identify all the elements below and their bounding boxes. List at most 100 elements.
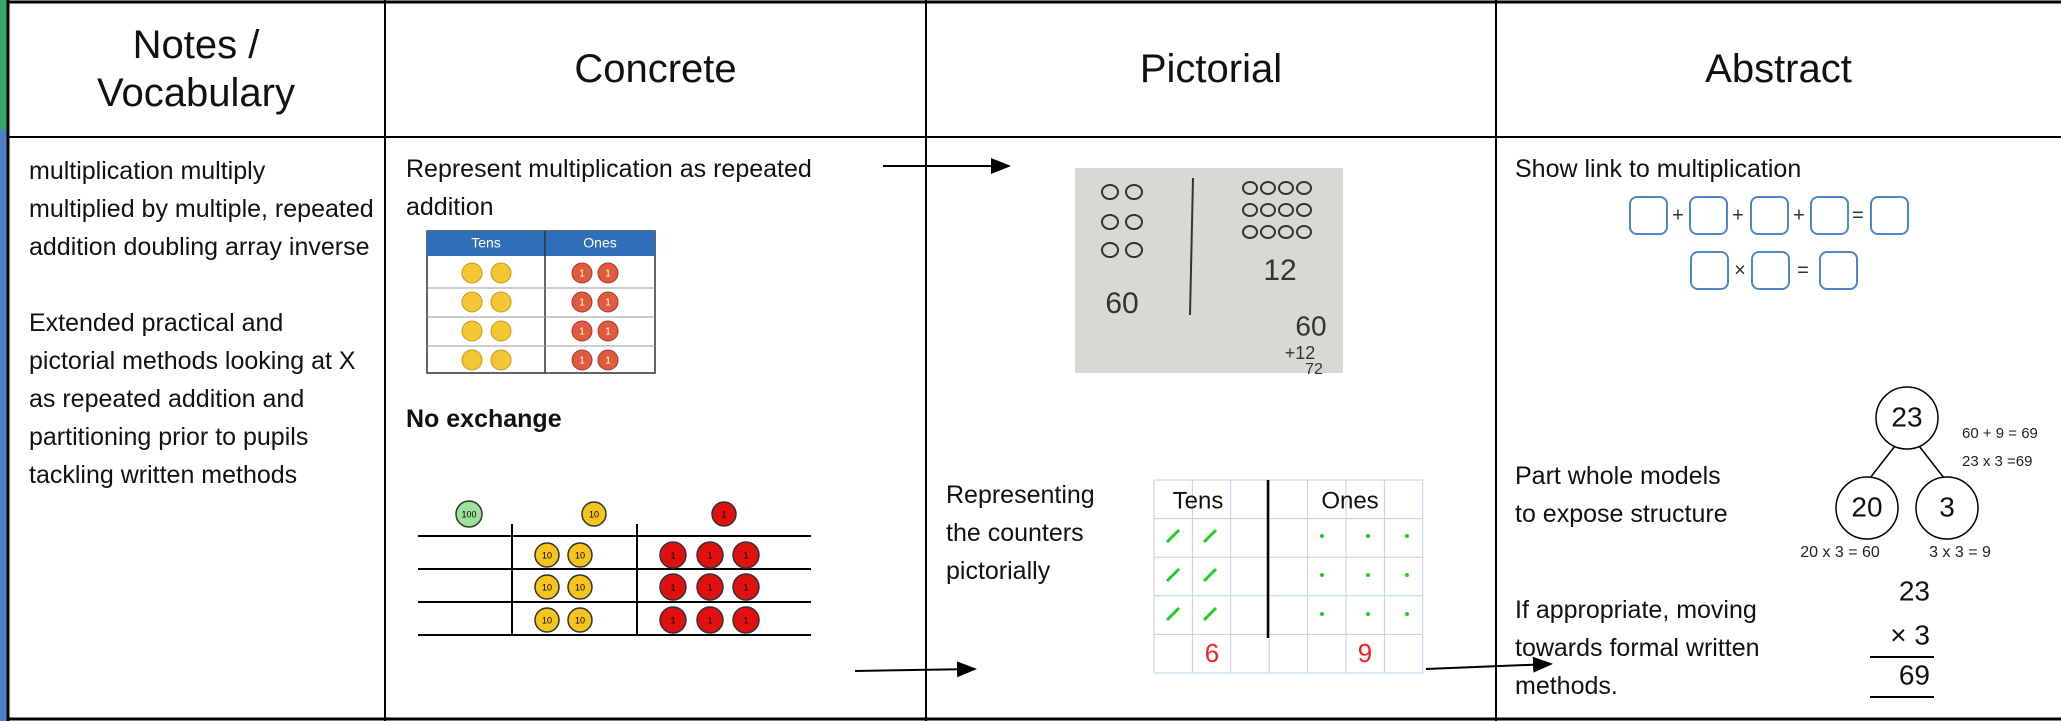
label: 69 <box>1899 659 1930 690</box>
box <box>1810 196 1849 235</box>
drawn-counter <box>1278 181 1294 195</box>
drawn-counter <box>1260 181 1276 195</box>
counter <box>659 541 687 569</box>
dot <box>1405 534 1409 538</box>
counter <box>455 500 483 528</box>
label: 1 <box>579 327 585 338</box>
label: 1 <box>707 582 712 592</box>
counter <box>490 291 512 313</box>
label: + <box>1793 204 1805 226</box>
box <box>1689 196 1728 235</box>
counter <box>534 574 560 600</box>
label: 20 <box>1851 491 1882 522</box>
box <box>1750 196 1789 235</box>
counter <box>732 541 760 569</box>
caption: Representing the counters pictorially <box>946 481 1095 585</box>
label: 1 <box>605 356 611 367</box>
node <box>1875 386 1939 450</box>
counter <box>696 541 724 569</box>
counter <box>534 542 560 568</box>
label: Ones <box>1321 487 1378 514</box>
counter <box>461 349 483 371</box>
counter <box>597 291 619 313</box>
label: 1 <box>707 615 712 625</box>
drawn-counter <box>1296 203 1312 217</box>
line <box>1869 445 1896 479</box>
header-text: Pictorial <box>1139 46 1283 91</box>
label: 1 <box>605 269 611 280</box>
counter <box>490 320 512 342</box>
box <box>1819 251 1858 290</box>
drawn-counter <box>1101 242 1119 258</box>
label: 60 <box>1295 310 1326 341</box>
label: 1 <box>743 550 748 560</box>
counter <box>571 349 593 371</box>
header-text: Abstract <box>1705 46 1852 91</box>
counter <box>597 320 619 342</box>
label: 10 <box>575 550 585 560</box>
label: 10 <box>575 615 585 625</box>
counter <box>571 320 593 342</box>
header-cell: Notes / Vocabulary <box>7 0 385 137</box>
label: Tens <box>471 235 501 251</box>
label: 10 <box>542 582 552 592</box>
label: 23 <box>1899 575 1930 606</box>
subheading: No exchange <box>406 405 562 433</box>
drawn-counter <box>1125 184 1143 200</box>
dot <box>1366 573 1370 577</box>
counter <box>659 606 687 634</box>
dot <box>1366 612 1370 616</box>
label: 1 <box>670 615 675 625</box>
caption: If appropriate, moving towards formal wr… <box>1515 596 1760 700</box>
counter <box>490 349 512 371</box>
label: 60 <box>1105 287 1138 320</box>
box <box>1870 196 1909 235</box>
drawn-counter <box>1125 242 1143 258</box>
label: = <box>1852 204 1864 226</box>
label: 1 <box>579 298 585 309</box>
label: 1 <box>579 269 585 280</box>
label: 23 x 3 =69 <box>1962 453 2032 470</box>
pv-header <box>427 231 655 256</box>
label: 10 <box>575 582 585 592</box>
counter <box>567 574 593 600</box>
counter <box>597 349 619 371</box>
drawn-counter <box>1296 225 1312 239</box>
counter <box>534 607 560 633</box>
drawn-counter <box>1260 225 1276 239</box>
label: 100 <box>461 509 476 519</box>
label: 1 <box>670 582 675 592</box>
label: + <box>1672 204 1684 226</box>
box <box>1690 251 1729 290</box>
photo <box>1075 168 1343 373</box>
drawn-counter <box>1242 203 1258 217</box>
counter <box>696 573 724 601</box>
header-cell: Abstract <box>1496 0 2061 137</box>
notes: multiplication multiply multiplied by mu… <box>29 152 374 532</box>
label: 1 <box>743 582 748 592</box>
label: Ones <box>583 235 616 251</box>
counter <box>659 573 687 601</box>
label: 20 x 3 = 60 <box>1800 544 1880 561</box>
label: 1 <box>707 550 712 560</box>
label: 6 <box>1205 638 1219 668</box>
line <box>1165 606 1181 622</box>
drawn-counter <box>1242 181 1258 195</box>
label: × <box>1734 259 1746 281</box>
dot <box>1366 534 1370 538</box>
label: 3 <box>1939 491 1955 522</box>
caption: Represent multiplication as repeated add… <box>406 155 812 221</box>
line <box>1189 177 1194 316</box>
counter <box>581 501 607 527</box>
header-text: Notes / Vocabulary <box>97 22 295 115</box>
label: 1 <box>605 298 611 309</box>
label: 1 <box>579 356 585 367</box>
label: 60 + 9 = 69 <box>1962 425 2038 442</box>
label: 1 <box>743 615 748 625</box>
counter <box>567 542 593 568</box>
counter <box>571 262 593 284</box>
node <box>1915 476 1979 540</box>
line <box>1202 606 1218 622</box>
